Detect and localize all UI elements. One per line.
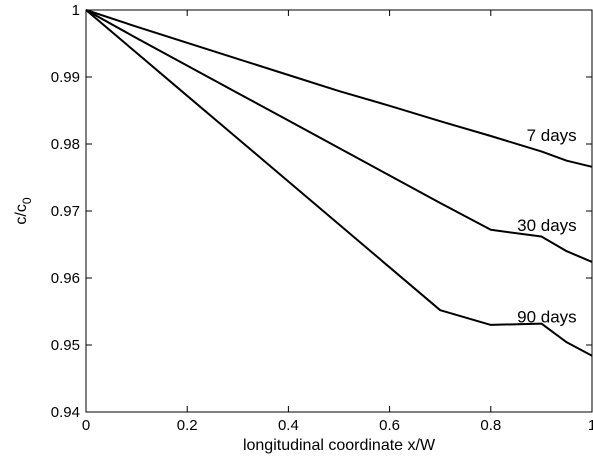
y-tick-label: 0.95 [51, 337, 80, 354]
x-tick-label: 0.4 [278, 417, 299, 434]
y-tick-label: 0.96 [51, 270, 80, 287]
y-axis-label-subscript: 0 [20, 197, 34, 204]
y-tick-label: 0.99 [51, 69, 80, 86]
x-tick-label: 0.6 [379, 417, 400, 434]
x-axis-label: longitudinal coordinate x/W [243, 437, 436, 454]
y-tick-label: 0.94 [51, 404, 80, 421]
x-tick-label: 1 [588, 417, 593, 434]
series-lines [85, 9, 593, 357]
y-axis-label: c/c0 [13, 197, 34, 224]
series-label: 90 days [517, 307, 577, 326]
series-label: 30 days [517, 216, 577, 235]
x-tick-label: 0.2 [177, 417, 198, 434]
series-label: 7 days [527, 126, 577, 145]
y-tick-label: 0.98 [51, 136, 80, 153]
y-tick-label: 1 [72, 2, 80, 19]
series-labels: 7 days 30 days 90 days [517, 126, 577, 327]
y-axis-ticks: 0.94 0.95 0.96 0.97 0.98 0.99 1 [51, 2, 592, 421]
plot-area [85, 9, 593, 413]
series-line-7-days [85, 9, 593, 168]
x-tick-label: 0.8 [480, 417, 501, 434]
x-tick-label: 0 [82, 417, 90, 434]
series-line-30-days [85, 9, 593, 263]
y-axis-label-base: c/c [13, 204, 30, 224]
x-axis-ticks: 0 0.2 0.4 0.6 0.8 1 [82, 10, 593, 434]
series-line-90-days [85, 9, 593, 357]
y-tick-label: 0.97 [51, 203, 80, 220]
